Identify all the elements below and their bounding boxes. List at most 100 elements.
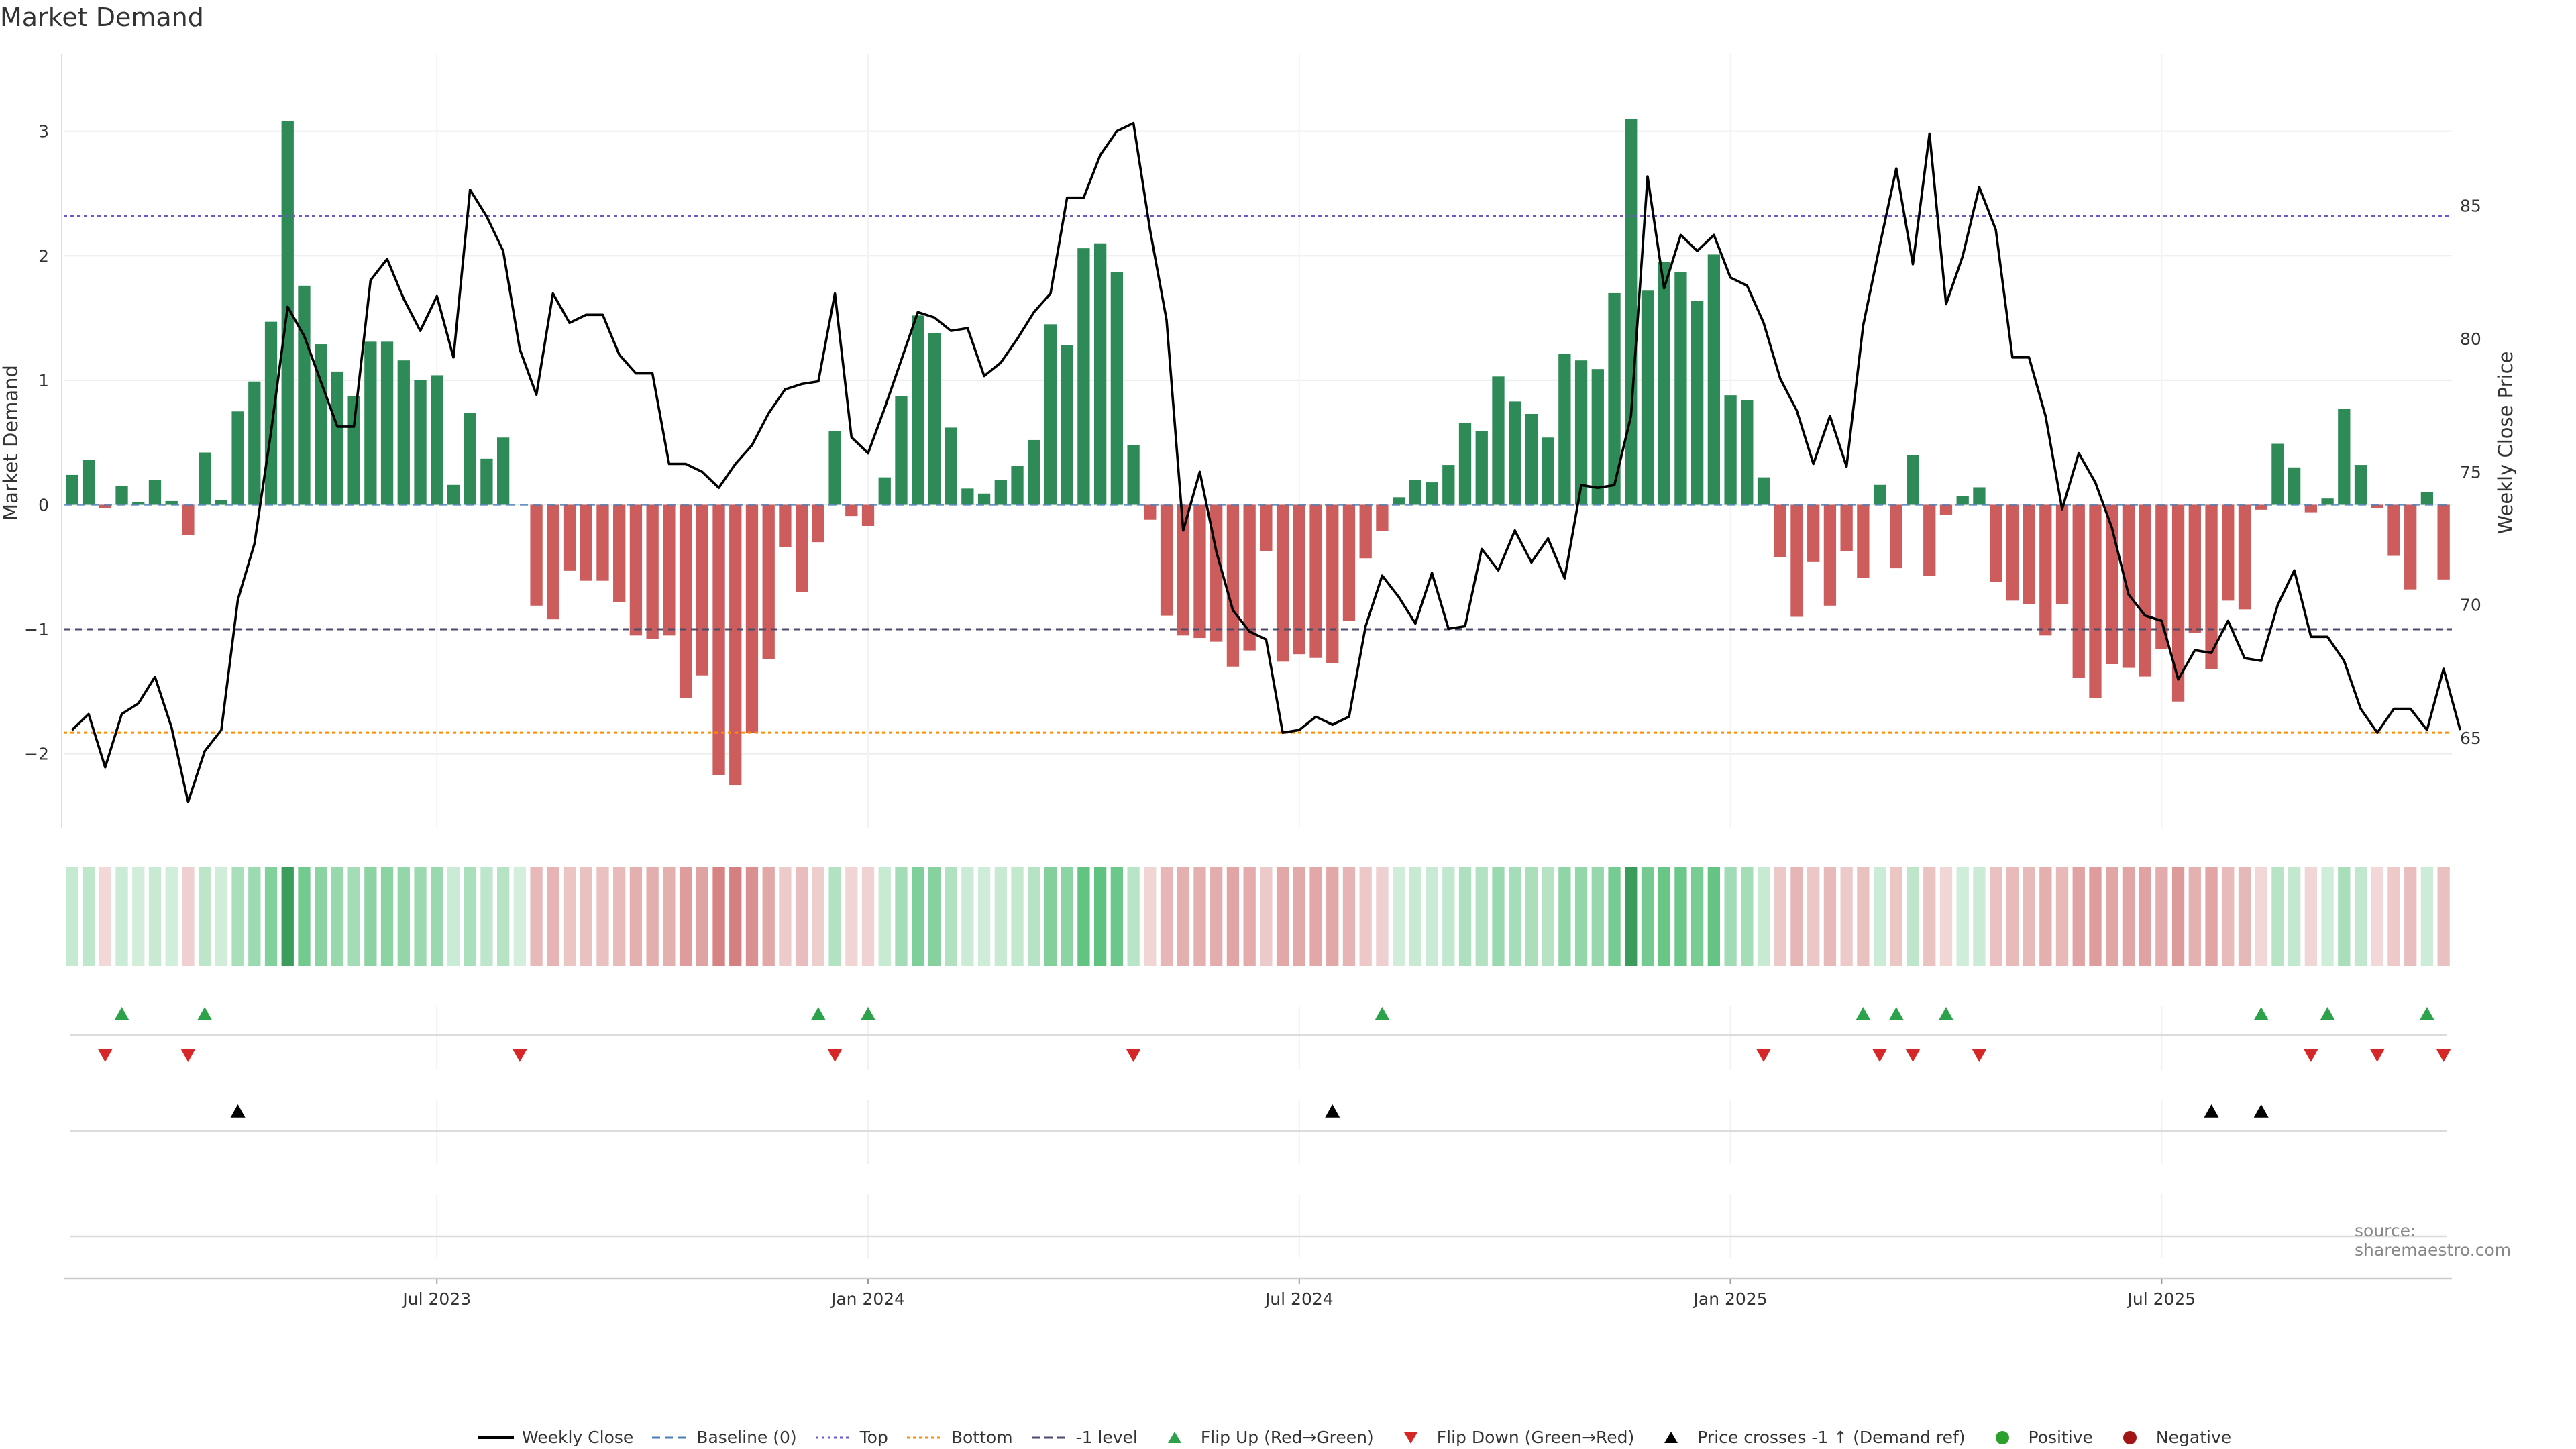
demand-bar — [1409, 480, 1422, 505]
demand-bar — [2437, 504, 2450, 580]
legend-item: -1 level — [1030, 1428, 1138, 1447]
heat-strip-cell — [1210, 867, 1223, 966]
heat-strip-cell — [2255, 867, 2267, 966]
heat-strip-cell — [1907, 867, 1919, 966]
demand-bar — [745, 504, 759, 733]
heat-strip-cell — [945, 867, 957, 966]
demand-bar — [729, 504, 742, 786]
heat-strip-cell — [364, 867, 377, 966]
demand-bar — [2006, 504, 2019, 601]
demand-bar — [1309, 504, 1322, 658]
demand-bar — [1525, 413, 1538, 505]
demand-bar — [347, 396, 360, 505]
legend-label: Positive — [2028, 1428, 2093, 1447]
heat-strip-cell — [2420, 867, 2434, 966]
demand-bar — [1956, 496, 1969, 505]
demand-bar — [364, 341, 377, 505]
heat-strip-cell — [779, 867, 792, 966]
heat-strip-cell — [2238, 867, 2251, 966]
demand-bar — [1989, 504, 2002, 582]
heat-strip-cell — [2222, 867, 2235, 966]
demand-bar — [2255, 504, 2267, 510]
heat-strip-cell — [1392, 867, 1405, 966]
demand-bar — [2039, 504, 2052, 636]
demand-bar — [414, 380, 427, 505]
heat-strip-cell — [115, 867, 128, 966]
heat-strip-cell — [1724, 867, 1737, 966]
heat-strip-cell — [66, 867, 78, 966]
demand-bar — [1890, 504, 1902, 569]
demand-bar — [2238, 504, 2251, 610]
heat-strip-cell — [1110, 867, 1124, 966]
legend-label: Price crosses -1 ↑ (Demand ref) — [1697, 1428, 1966, 1447]
demand-bar — [1243, 504, 1256, 651]
demand-bar — [99, 504, 111, 509]
heat-strip-cell — [2171, 867, 2185, 966]
heat-strip-cell — [977, 867, 991, 966]
heat-strip-cell — [2437, 867, 2450, 966]
heat-strip-cell — [2122, 867, 2135, 966]
demand-bar — [961, 488, 974, 505]
demand-bar — [912, 315, 924, 505]
demand-bar — [613, 504, 626, 602]
heat-strip-cell — [99, 867, 111, 966]
legend-item: Positive — [1983, 1428, 2093, 1447]
demand-bar — [115, 486, 128, 505]
heat-strip-cell — [1939, 867, 1953, 966]
heat-strip-cell — [1492, 867, 1505, 966]
heat-strip-cell — [828, 867, 841, 966]
heat-strip-cell — [231, 867, 244, 966]
heat-strip-cell — [2188, 867, 2201, 966]
demand-bar — [2089, 504, 2102, 698]
demand-bar — [298, 285, 311, 505]
heat-strip-cell — [447, 867, 460, 966]
heat-strip-cell — [264, 867, 278, 966]
demand-bar — [878, 477, 891, 505]
heat-strip-cell — [1276, 867, 1289, 966]
demand-bar — [397, 360, 410, 505]
flip-down-marker — [2369, 1049, 2385, 1062]
demand-bar — [2122, 504, 2135, 668]
demand-bar — [1724, 395, 1737, 505]
demand-bar — [1542, 437, 1554, 505]
demand-bar — [480, 458, 493, 505]
flip-down-marker — [180, 1049, 196, 1062]
demand-bar — [945, 427, 957, 505]
legend-label: Weekly Close — [522, 1428, 634, 1447]
heat-strip-cell — [2271, 867, 2284, 966]
heat-strip-cell — [1442, 867, 1455, 966]
price-cross-marker — [230, 1104, 246, 1118]
source-credit: source: sharemaestro.com — [2355, 1221, 2512, 1260]
heat-strip-cell — [961, 867, 974, 966]
flip-up-marker — [2320, 1007, 2335, 1020]
legend-label: Negative — [2155, 1428, 2232, 1447]
circle-icon — [1995, 1430, 2009, 1444]
heat-strip-cell — [1757, 867, 1770, 966]
demand-bar — [828, 431, 841, 505]
heat-strip-cell — [596, 867, 609, 966]
price-cross-marker — [1325, 1104, 1340, 1118]
demand-bar — [795, 504, 808, 592]
flip-down-marker — [1756, 1049, 1772, 1062]
demand-bar — [2288, 467, 2301, 505]
demand-bar — [231, 411, 244, 505]
demand-bar — [2222, 504, 2235, 601]
heat-strip-cell — [2338, 867, 2351, 966]
heat-strip-cell — [182, 867, 195, 966]
demand-bar — [431, 375, 443, 505]
demand-bar — [1641, 290, 1654, 505]
flip-down-marker — [97, 1049, 113, 1062]
demand-bar — [1177, 504, 1189, 636]
heat-strip-cell — [2072, 867, 2085, 966]
demand-bar — [1707, 254, 1721, 505]
heat-strip-cell — [414, 867, 427, 966]
demand-bar — [1574, 360, 1588, 505]
demand-bar — [1028, 439, 1040, 505]
legend-item: Flip Up (Red→Green) — [1155, 1428, 1374, 1447]
demand-bar — [1144, 504, 1157, 520]
heat-strip-cell — [762, 867, 775, 966]
heat-strip-cell — [2404, 867, 2417, 966]
dotted-line-icon — [906, 1436, 943, 1438]
demand-bar — [2171, 504, 2185, 702]
y2-tick-label: 75 — [2460, 462, 2481, 482]
